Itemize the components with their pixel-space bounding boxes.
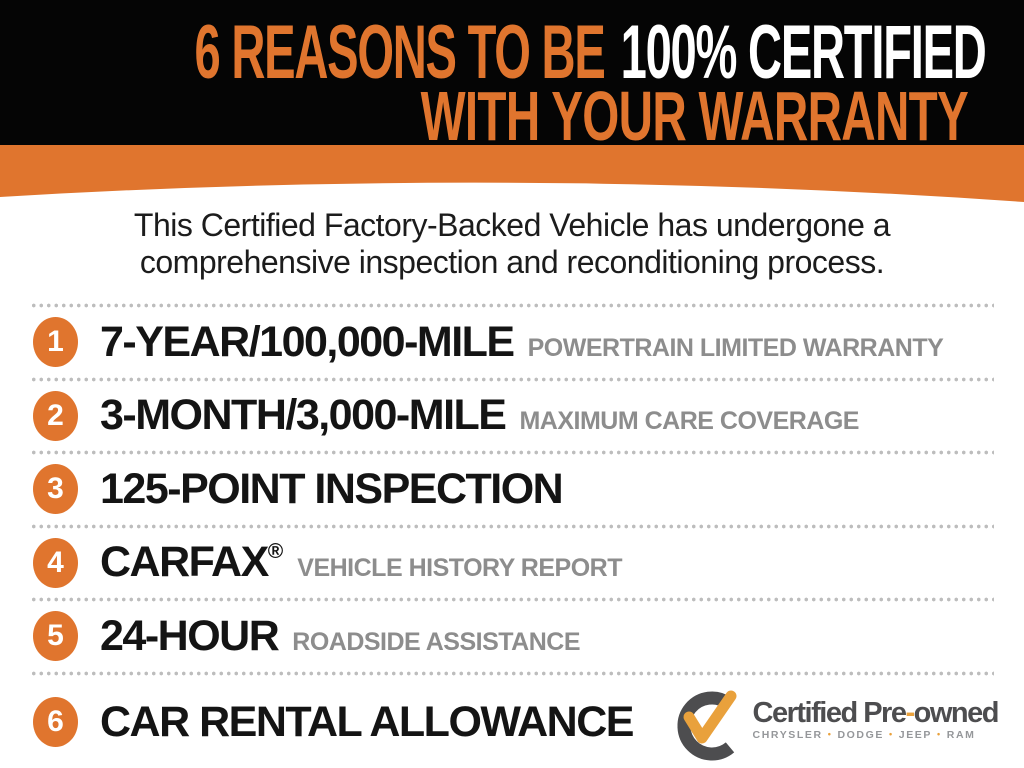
header-title-orange-segment: 6 REASONS TO BE <box>194 10 606 95</box>
registered-mark: ® <box>267 540 284 564</box>
logo-text-block: Certified Pre-owned CHRYSLER • DODGE • JEEP •… <box>752 697 1000 741</box>
dotted-divider <box>30 670 994 676</box>
logo-brands-line: CHRYSLER • DODGE • JEEP • RAM <box>753 729 998 741</box>
dotted-divider <box>30 450 994 455</box>
item-label: MAXIMUM CARE COVERAGE <box>519 407 859 436</box>
item-label: VEHICLE HISTORY REPORT <box>297 554 622 583</box>
number-badge: 5 <box>33 611 78 662</box>
list-item-text: 24-HOUR ROADSIDE ASSISTANCE <box>100 611 581 661</box>
logo-wordmark-dash: - <box>905 697 915 729</box>
list-item-6: 6 CAR RENTAL ALLOWANCE <box>0 676 1024 768</box>
number-badge: 4 <box>33 537 78 588</box>
list-item-1: 1 7-YEAR/100,000-MILE POWERTRAIN LIMITED … <box>0 308 1024 377</box>
item-title: 125-POINT INSPECTION <box>100 464 564 513</box>
header-banner: 6 REASONS TO BE 100% CERTIFIED WITH YOUR … <box>0 0 1024 151</box>
list-item-text: CARFAX® VEHICLE HISTORY REPORT <box>100 538 622 587</box>
dotted-divider <box>30 597 994 602</box>
number-badge: 6 <box>33 697 78 747</box>
logo-wordmark-post: owned <box>913 697 1000 729</box>
logo-wordmark: Certified Pre-owned <box>752 697 1000 729</box>
intro-line2: comprehensive inspection and recondition… <box>139 244 885 280</box>
brand-separator: • <box>937 729 942 739</box>
logo-wordmark-pre: Certified Pre <box>752 697 907 729</box>
orange-curve-band <box>0 145 1024 225</box>
list-item-text: CAR RENTAL ALLOWANCE <box>100 698 647 747</box>
number-badge: 2 <box>33 390 78 441</box>
item-title: 7-YEAR/100,000-MILE <box>100 317 515 366</box>
brand-chrysler: CHRYSLER <box>752 729 823 741</box>
brand-dodge: DODGE <box>837 729 884 741</box>
list-item-text: 7-YEAR/100,000-MILE POWERTRAIN LIMITED WA… <box>100 317 944 367</box>
brand-separator: • <box>888 729 894 739</box>
intro-line1: This Certified Factory-Backed Vehicle ha… <box>133 207 891 243</box>
dotted-divider <box>30 376 994 382</box>
item-label: ROADSIDE ASSISTANCE <box>292 627 581 656</box>
dotted-divider <box>30 523 994 529</box>
list-item-text: 125-POINT INSPECTION <box>100 465 576 514</box>
header-title-line1: 6 REASONS TO BE 100% CERTIFIED <box>195 15 987 91</box>
item-title: 24-HOUR <box>100 611 280 660</box>
intro-copy: This Certified Factory-Backed Vehicle ha… <box>0 207 1024 281</box>
brand-ram: RAM <box>946 729 976 741</box>
list-item-3: 3 125-POINT INSPECTION <box>0 455 1024 524</box>
list-item-2: 2 3-MONTH/3,000-MILE MAXIMUM CARE COVERAG… <box>0 382 1024 451</box>
number-badge: 1 <box>33 317 78 368</box>
item-title: 3-MONTH/3,000-MILE <box>100 391 507 440</box>
item-label: POWERTRAIN LIMITED WARRANTY <box>527 333 944 362</box>
brand-separator: • <box>827 729 833 739</box>
certified-preowned-logo: Certified Pre-owned CHRYSLER • DODGE • JEEP •… <box>673 686 1000 764</box>
number-badge: 3 <box>33 464 78 515</box>
header-title-white-segment: 100% CERTIFIED <box>620 10 987 95</box>
item-title: CAR RENTAL ALLOWANCE <box>100 697 634 746</box>
reasons-list: 1 7-YEAR/100,000-MILE POWERTRAIN LIMITED … <box>0 303 1024 768</box>
certified-check-icon <box>677 690 737 761</box>
list-item-text: 3-MONTH/3,000-MILE MAXIMUM CARE COVERAGE <box>100 391 859 440</box>
list-item-4: 4 CARFAX® VEHICLE HISTORY REPORT <box>0 529 1024 598</box>
item-title: CARFAX <box>100 538 269 587</box>
header-title-line2: WITH YOUR WARRANTY <box>420 77 969 155</box>
list-item-5: 5 24-HOUR ROADSIDE ASSISTANCE <box>0 602 1024 671</box>
brand-jeep: JEEP <box>898 729 932 741</box>
dotted-divider <box>30 303 994 308</box>
